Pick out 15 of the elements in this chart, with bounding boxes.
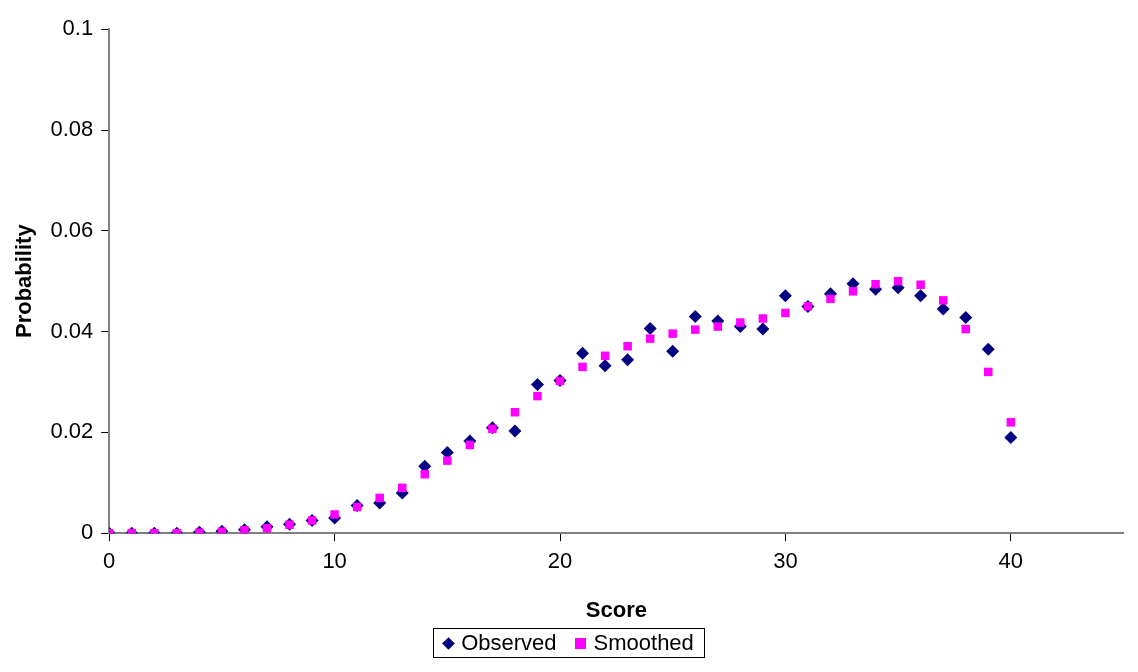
y-tick-label: 0.1 <box>62 15 94 41</box>
x-tick-label: 0 <box>103 548 116 574</box>
x-axis-title: Score <box>585 596 647 622</box>
y-tick-label: 0.04 <box>50 317 94 343</box>
x-tick-label: 40 <box>998 548 1024 574</box>
y-tick-label: 0 <box>80 519 94 545</box>
y-tick-label: 0.02 <box>50 418 94 444</box>
y-axis-title: Probability <box>11 223 37 339</box>
legend-label: Observed <box>461 629 557 657</box>
x-tick-label: 20 <box>547 548 573 574</box>
x-tick-label: 10 <box>322 548 347 574</box>
y-tick-label: 0.06 <box>50 216 94 242</box>
x-tick-label: 30 <box>773 548 798 574</box>
y-tick-label: 0.08 <box>50 116 94 142</box>
legend-label: Smoothed <box>593 629 694 657</box>
